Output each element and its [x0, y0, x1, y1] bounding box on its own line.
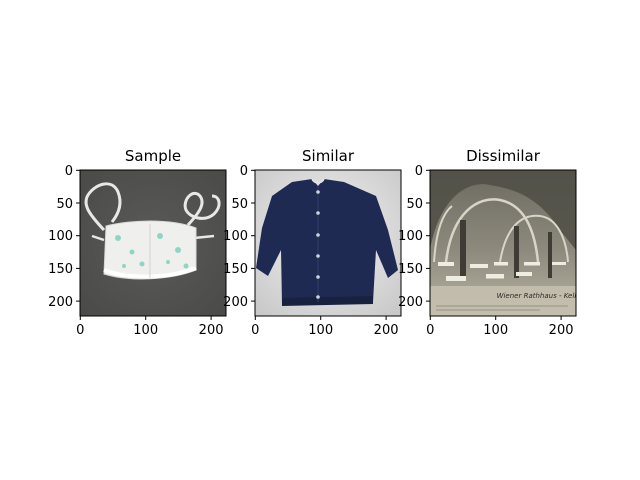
cardigan-image [255, 170, 401, 316]
x-tick-label: 200 [549, 323, 574, 338]
y-tick-label: 100 [398, 229, 423, 244]
y-tick-label: 150 [398, 262, 423, 277]
x-tick-label: 200 [199, 323, 224, 338]
y-tick-label: 100 [223, 229, 248, 244]
x-tick-label: 100 [133, 323, 158, 338]
x-axis: 0 100 200 [251, 316, 399, 338]
postcard-caption: Wiener Rathhaus - Keller [497, 292, 585, 300]
axes-frame [429, 169, 577, 317]
y-tick-label: 200 [398, 295, 423, 310]
x-tick-label: 100 [308, 323, 333, 338]
panel-sample: Sample [48, 147, 227, 338]
y-axis: 0 50 100 150 200 [48, 164, 80, 310]
y-tick-label: 0 [65, 164, 73, 179]
mask-image [80, 170, 226, 316]
y-tick-label: 0 [415, 164, 423, 179]
y-tick-label: 200 [48, 295, 73, 310]
y-tick-label: 100 [48, 229, 73, 244]
panel-title: Sample [125, 147, 181, 165]
x-tick-label: 200 [374, 323, 399, 338]
y-axis: 0 50 100 150 200 [398, 164, 430, 310]
y-tick-label: 150 [48, 262, 73, 277]
x-axis: 0 100 200 [426, 316, 574, 338]
x-axis: 0 100 200 [76, 316, 224, 338]
axes-frame [79, 169, 227, 317]
y-tick-label: 50 [406, 197, 423, 212]
x-tick-label: 100 [483, 323, 508, 338]
y-tick-label: 150 [223, 262, 248, 277]
y-axis: 0 50 100 150 200 [223, 164, 255, 310]
panel-similar: Similar 0 50 100 150 2 [223, 147, 402, 338]
x-tick-label: 0 [251, 323, 259, 338]
panel-dissimilar: Dissimilar [398, 147, 585, 338]
postcard-image: Wiener Rathhaus - Keller [430, 170, 585, 316]
x-tick-label: 0 [426, 323, 434, 338]
y-tick-label: 50 [231, 197, 248, 212]
y-tick-label: 200 [223, 295, 248, 310]
x-tick-label: 0 [76, 323, 84, 338]
y-tick-label: 50 [56, 197, 73, 212]
axes-frame [254, 169, 402, 317]
panel-title: Dissimilar [466, 147, 541, 165]
panel-title: Similar [302, 147, 355, 165]
y-tick-label: 0 [240, 164, 248, 179]
